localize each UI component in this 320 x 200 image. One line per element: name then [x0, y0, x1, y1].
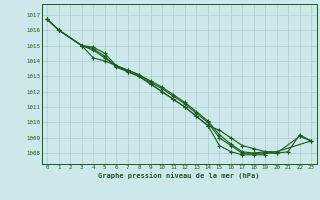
X-axis label: Graphe pression niveau de la mer (hPa): Graphe pression niveau de la mer (hPa)	[99, 172, 260, 179]
